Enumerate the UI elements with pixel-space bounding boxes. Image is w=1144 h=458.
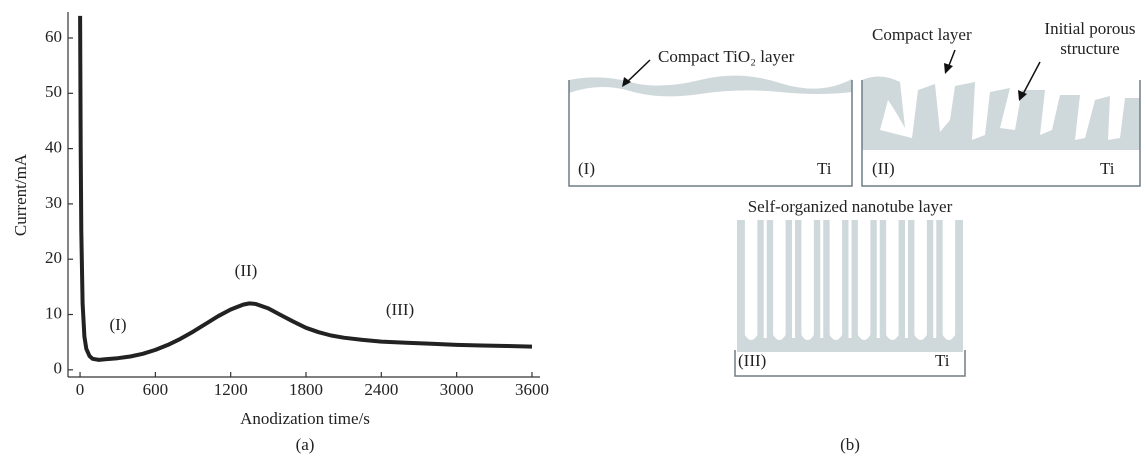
tube-pore	[745, 220, 757, 340]
panel-label: (b)	[840, 435, 860, 454]
tube-pore	[886, 220, 898, 340]
substrate-box	[735, 350, 965, 376]
y-tick-label: 60	[45, 27, 62, 46]
x-tick-label: 600	[143, 380, 169, 399]
stage-label: (I)	[578, 159, 595, 178]
data-line	[80, 16, 532, 360]
tube-pore	[830, 220, 842, 340]
porous-layer	[862, 76, 1140, 150]
annotation: (II)	[235, 261, 258, 280]
y-tick-label: 50	[45, 82, 62, 101]
y-tick-label: 40	[45, 138, 62, 157]
tube-pore	[801, 220, 813, 340]
callout: Compact TiO₂ layer	[658, 47, 795, 66]
diagram-b: Compact TiO₂ layer (I) Ti Compact layer …	[569, 19, 1140, 454]
tube-gap	[820, 220, 823, 338]
tube-pore	[858, 220, 870, 340]
tube-gap	[792, 220, 795, 338]
arrowhead	[944, 63, 953, 74]
tube-gap	[933, 220, 936, 338]
substrate-label: Ti	[935, 351, 950, 370]
tube-pore	[914, 220, 926, 340]
diagram-title: Self-organized nanotube layer	[748, 197, 953, 216]
tube-gap	[905, 220, 908, 338]
callout: structure	[1060, 39, 1119, 58]
callout: Compact layer	[872, 25, 972, 44]
x-tick-label: 3000	[440, 380, 474, 399]
annotation: (I)	[110, 315, 127, 334]
substrate-label: Ti	[1100, 159, 1115, 178]
annotation: (III)	[386, 300, 414, 319]
x-tick-label: 3600	[515, 380, 549, 399]
chart-a: Anodization time/s (a) Current/mA 0 10 20 3…	[11, 12, 549, 454]
y-axis-label: Current/mA	[11, 153, 30, 236]
substrate-label: Ti	[817, 159, 832, 178]
x-axis-label: Anodization time/s	[240, 409, 370, 428]
tube-gap	[764, 220, 767, 338]
tube-gap	[877, 220, 880, 338]
substrate-box	[569, 80, 852, 186]
tube-gap	[849, 220, 852, 338]
x-tick-label: 0	[76, 380, 85, 399]
y-tick-label: 20	[45, 248, 62, 267]
y-tick-label: 0	[54, 359, 63, 378]
x-tick-label: 1200	[214, 380, 248, 399]
compact-layer	[569, 76, 852, 97]
stage-label: (III)	[738, 351, 766, 370]
figure: Anodization time/s (a) Current/mA 0 10 20 3…	[0, 0, 1144, 458]
y-tick-label: 30	[45, 193, 62, 212]
callout: Initial porous	[1044, 19, 1135, 38]
stage-label: (II)	[872, 159, 895, 178]
tube-pore	[773, 220, 785, 340]
x-tick-label: 2400	[364, 380, 398, 399]
y-tick-label: 10	[45, 303, 62, 322]
tube-pore	[943, 220, 955, 340]
panel-label: (a)	[296, 435, 315, 454]
nanotubes	[737, 220, 963, 352]
x-tick-label: 1800	[289, 380, 323, 399]
page: {"chart_data":{"type":"line","panel_labe…	[0, 0, 1144, 458]
